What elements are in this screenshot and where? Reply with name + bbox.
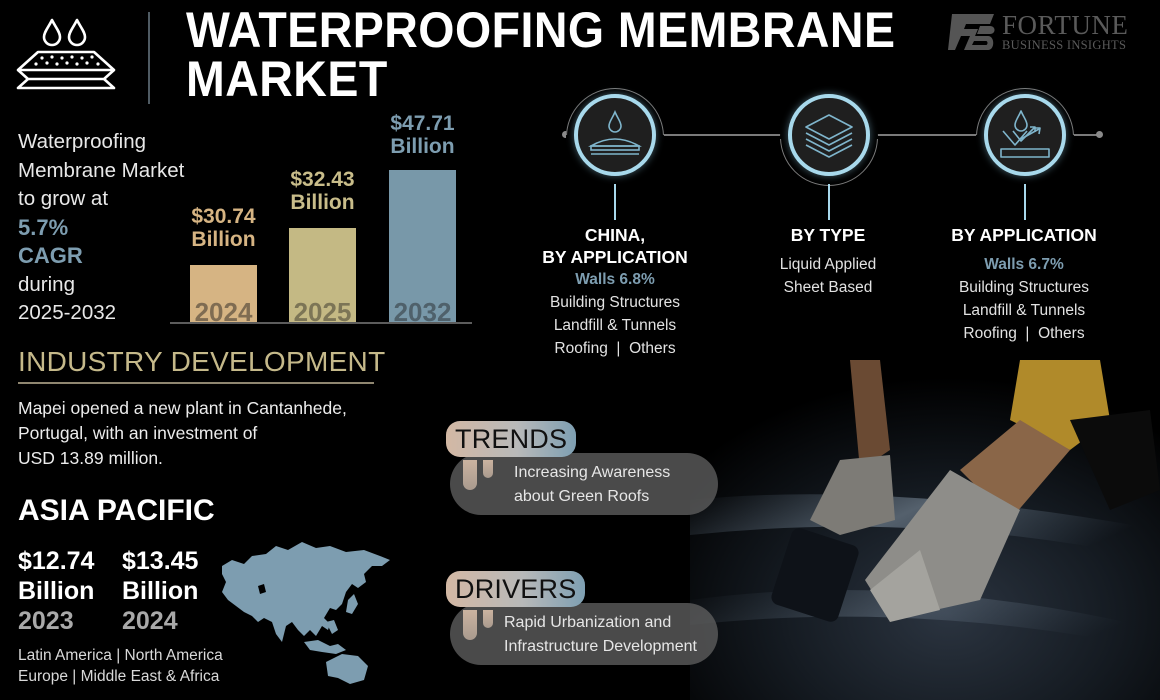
growth-line: to grow at (18, 187, 109, 210)
stacked-layers-icon (788, 94, 870, 176)
trends-card: Increasing Awareness about Green Roofs (450, 453, 718, 515)
trends-text: Increasing Awareness about Green Roofs (514, 464, 671, 505)
brand-logo: FORTUNE BUSINESS INSIGHTS (948, 10, 1148, 54)
bar-2032: $47.71 Billion 2032 (389, 112, 456, 327)
drivers-text: Rapid Urbanization and Infrastructure De… (504, 614, 697, 655)
cagr-label: CAGR (18, 243, 83, 268)
bar-2025: $32.43 Billion 2025 (289, 168, 356, 327)
segment-heading: BY APPLICATION (951, 225, 1097, 245)
connector-dot (562, 131, 569, 138)
chart-baseline (170, 322, 472, 324)
industry-development-title: INDUSTRY DEVELOPMENT (18, 346, 386, 377)
segment-china-by-application: CHINA, BY APPLICATION Walls 6.8% Buildin… (505, 224, 725, 360)
segment-highlight: Walls 6.7% (984, 256, 1064, 273)
bar-year-label: 2024 (194, 297, 253, 327)
fortune-fb-icon (948, 14, 995, 50)
header-divider (148, 12, 150, 104)
segment-by-application: BY APPLICATION Walls 6.7% Building Struc… (914, 224, 1134, 345)
segment-heading: BY TYPE (790, 225, 866, 245)
bar-year-label: 2025 (293, 297, 352, 327)
segment-item: Landfill & Tunnels (962, 302, 1086, 319)
cagr-value: 5.7% (18, 214, 69, 240)
drip-decoration (483, 610, 493, 628)
segment-highlight: Walls 6.8% (575, 271, 655, 288)
forecast-period: 2025-2032 (18, 301, 117, 324)
segment-item: Building Structures (958, 279, 1090, 296)
segment-stem (614, 184, 616, 220)
drivers-label-tag: DRIVERS (446, 571, 586, 607)
bar-year-label: 2032 (393, 297, 452, 327)
bar-2024: $30.74 Billion 2024 (190, 205, 257, 327)
drip-decoration (463, 460, 477, 490)
segment-stem (828, 184, 830, 220)
drip-decoration (463, 610, 477, 640)
industry-development-text: Mapei opened a new plant in Cantanhede, … (18, 398, 347, 468)
page-title: WATERPROOFING MEMBRANE MARKET (186, 2, 896, 107)
water-repellent-icon (984, 94, 1066, 176)
brand-name: FORTUNE (1002, 10, 1129, 40)
growth-summary: Waterproofing Membrane Market to grow at… (18, 128, 184, 328)
segment-item: Landfill & Tunnels (553, 317, 677, 334)
segment-item: Roofing | Others (554, 340, 676, 357)
region-stat-2024: $13.45 Billion 2024 (122, 547, 199, 635)
market-size-bar-chart: $30.74 Billion 2024 $32.43 Billion 2025 $4… (168, 110, 472, 326)
drivers-card: Rapid Urbanization and Infrastructure De… (450, 603, 718, 665)
segment-by-type: BY TYPE Liquid Applied Sheet Based (718, 224, 938, 299)
growth-line: during (18, 272, 75, 296)
segment-item: Liquid Applied (779, 256, 877, 273)
region-title: ASIA PACIFIC (18, 494, 215, 527)
title-line-1: WATERPROOFING MEMBRANE (186, 2, 896, 58)
connector-dot (1096, 131, 1103, 138)
segment-heading: BY APPLICATION (542, 247, 688, 267)
growth-line: Waterproofing (18, 130, 146, 153)
title-line-2: MARKET (186, 51, 388, 107)
segment-item: Sheet Based (783, 279, 873, 296)
worker-applying-membrane-photo (690, 360, 1160, 700)
growth-line: Membrane Market (18, 158, 185, 182)
bar-value-label: $47.71 Billion (390, 112, 455, 158)
segment-stem (1024, 184, 1026, 220)
segment-heading: CHINA, (584, 225, 646, 245)
bar-value-label: $30.74 Billion (191, 205, 256, 251)
segment-item: Roofing | Others (963, 325, 1085, 342)
membrane-drop-icon (574, 94, 656, 176)
region-stat-2023: $12.74 Billion 2023 (18, 547, 95, 635)
drip-decoration (483, 460, 493, 478)
section-divider (18, 382, 374, 384)
segment-item: Building Structures (549, 294, 681, 311)
asia-pacific-map-icon (222, 542, 390, 684)
waterproof-layers-icon (16, 18, 116, 90)
trends-label-tag: TRENDS (446, 421, 577, 457)
brand-tagline: BUSINESS INSIGHTS (1002, 38, 1127, 52)
bar-value-label: $32.43 Billion (290, 168, 355, 214)
other-regions: Latin America | North America Europe | M… (18, 647, 223, 685)
